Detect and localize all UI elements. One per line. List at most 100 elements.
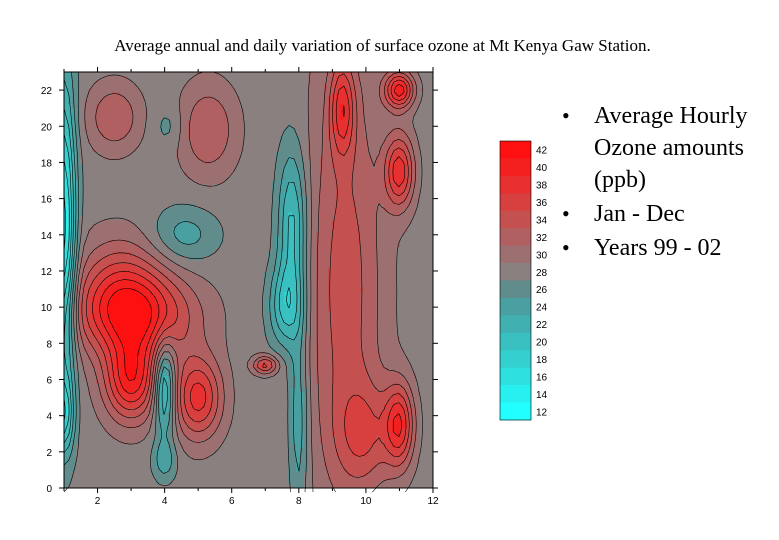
heatmap-cell	[140, 216, 145, 221]
heatmap-cell	[224, 424, 229, 429]
heatmap-cell	[208, 276, 213, 281]
heatmap-cell	[96, 96, 101, 101]
heatmap-cell	[124, 120, 129, 125]
heatmap-cell	[132, 316, 137, 321]
heatmap-cell	[160, 140, 165, 145]
heatmap-cell	[204, 172, 209, 177]
heatmap-cell	[152, 440, 157, 445]
heatmap-cell	[144, 440, 149, 445]
heatmap-cell	[164, 200, 169, 205]
heatmap-cell	[116, 392, 121, 397]
heatmap-cell	[128, 360, 133, 365]
heatmap-cell	[68, 132, 73, 137]
heatmap-cell	[200, 192, 205, 197]
heatmap-cell	[132, 368, 137, 373]
heatmap-cell	[176, 164, 181, 169]
heatmap-cell	[184, 116, 189, 121]
heatmap-cell	[116, 180, 121, 185]
heatmap-cell	[156, 164, 161, 169]
heatmap-cell	[68, 400, 73, 405]
heatmap-cell	[244, 172, 249, 177]
heatmap-cell	[88, 216, 93, 221]
heatmap-cell	[232, 300, 237, 305]
heatmap-cell	[92, 332, 97, 337]
heatmap-cell	[144, 148, 149, 153]
heatmap-cell	[140, 420, 145, 425]
heatmap-cell	[172, 204, 177, 209]
heatmap-cell	[72, 420, 77, 425]
heatmap-cell	[212, 208, 217, 213]
heatmap-cell	[140, 172, 145, 177]
heatmap-cell	[144, 432, 149, 437]
heatmap-cell	[124, 72, 129, 77]
heatmap-cell	[104, 104, 109, 109]
heatmap-cell	[192, 332, 197, 337]
heatmap-cell	[144, 460, 149, 465]
heatmap-cell	[208, 132, 213, 137]
heatmap-cell	[176, 236, 181, 241]
heatmap-cell	[88, 412, 93, 417]
heatmap-cell	[140, 184, 145, 189]
heatmap-cell	[228, 132, 233, 137]
heatmap-cell	[148, 156, 153, 161]
heatmap-cell	[232, 412, 237, 417]
heatmap-cell	[172, 176, 177, 181]
heatmap-cell	[224, 348, 229, 353]
heatmap-cell	[80, 424, 85, 429]
heatmap-cell	[164, 184, 169, 189]
heatmap-cell	[196, 228, 201, 233]
heatmap-cell	[204, 184, 209, 189]
heatmap-cell	[112, 212, 117, 217]
heatmap-cell	[112, 140, 117, 145]
heatmap-cell	[144, 284, 149, 289]
heatmap-cell	[116, 252, 121, 257]
heatmap-cell	[108, 468, 113, 473]
heatmap-cell	[72, 292, 77, 297]
heatmap-cell	[212, 408, 217, 413]
heatmap-cell	[136, 236, 141, 241]
heatmap-cell	[148, 416, 153, 421]
heatmap-cell	[236, 276, 241, 281]
heatmap-cell	[216, 312, 221, 317]
heatmap-cell	[88, 308, 93, 313]
heatmap-cell	[108, 396, 113, 401]
heatmap-cell	[228, 100, 233, 105]
heatmap-cell	[104, 280, 109, 285]
heatmap-cell	[212, 200, 217, 205]
heatmap-cell	[232, 216, 237, 221]
heatmap-cell	[100, 232, 105, 237]
heatmap-cell	[88, 360, 93, 365]
heatmap-cell	[72, 320, 77, 325]
heatmap-cell	[80, 324, 85, 329]
heatmap-cell	[164, 392, 169, 397]
heatmap-cell	[200, 468, 205, 473]
heatmap-cell	[164, 260, 169, 265]
heatmap-cell	[216, 452, 221, 457]
heatmap-cell	[220, 452, 225, 457]
heatmap-cell	[164, 300, 169, 305]
heatmap-cell	[252, 408, 257, 413]
heatmap-cell	[216, 116, 221, 121]
heatmap-cell	[248, 288, 253, 293]
heatmap-cell	[88, 164, 93, 169]
heatmap-cell	[232, 112, 237, 117]
heatmap-cell	[136, 104, 141, 109]
heatmap-cell	[88, 448, 93, 453]
heatmap-cell	[124, 168, 129, 173]
heatmap-cell	[244, 388, 249, 393]
heatmap-cell	[224, 360, 229, 365]
heatmap-cell	[204, 188, 209, 193]
heatmap-cell	[184, 292, 189, 297]
heatmap-cell	[136, 112, 141, 117]
heatmap-cell	[156, 420, 161, 425]
heatmap-cell	[196, 472, 201, 477]
heatmap-cell	[232, 264, 237, 269]
heatmap-cell	[68, 272, 73, 277]
heatmap-cell	[160, 264, 165, 269]
heatmap-cell	[116, 196, 121, 201]
heatmap-cell	[192, 348, 197, 353]
heatmap-cell	[208, 336, 213, 341]
heatmap-cell	[88, 88, 93, 93]
heatmap-cell	[120, 400, 125, 405]
heatmap-cell	[148, 168, 153, 173]
